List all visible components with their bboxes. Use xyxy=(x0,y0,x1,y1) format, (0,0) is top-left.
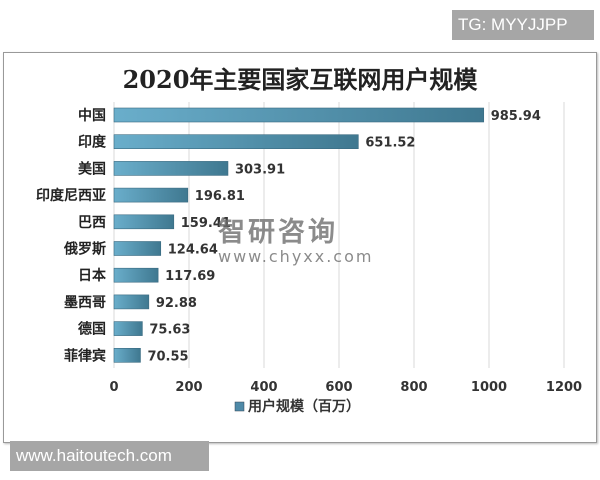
data-label: 303.91 xyxy=(235,162,285,177)
category-label: 中国 xyxy=(78,107,106,124)
x-tick-label: 600 xyxy=(325,380,352,395)
category-label: 印度尼西亚 xyxy=(36,187,106,204)
bar xyxy=(113,294,150,310)
bar xyxy=(113,321,143,336)
data-label: 75.63 xyxy=(149,323,190,338)
bar xyxy=(113,241,162,256)
category-label: 墨西哥 xyxy=(64,295,106,311)
tg-watermark: TG: MYYJJPP xyxy=(452,10,594,40)
chart-frame xyxy=(3,52,597,443)
category-label: 德国 xyxy=(78,321,106,338)
category-label: 菲律宾 xyxy=(64,347,106,364)
data-label: 117.69 xyxy=(165,269,215,284)
data-label: 985.94 xyxy=(491,109,541,124)
data-label: 70.55 xyxy=(147,349,188,364)
x-tick-label: 1200 xyxy=(546,380,582,395)
chart-title: 2020年主要国家互联网用户规模 xyxy=(122,65,478,94)
data-label: 92.88 xyxy=(156,296,197,311)
category-label: 日本 xyxy=(78,267,107,284)
legend-swatch xyxy=(234,401,245,412)
x-tick-label: 0 xyxy=(109,380,118,395)
x-tick-label: 800 xyxy=(400,380,427,395)
data-label: 651.52 xyxy=(365,136,415,151)
category-label: 印度 xyxy=(78,134,107,151)
category-label: 俄罗斯 xyxy=(63,241,106,258)
category-label: 巴西 xyxy=(78,215,106,231)
data-label: 196.81 xyxy=(195,189,245,204)
bar xyxy=(113,214,175,230)
bar xyxy=(113,267,159,283)
legend-label: 用户规模（百万） xyxy=(248,398,360,415)
x-tick-label: 400 xyxy=(250,380,277,395)
x-tick-label: 1000 xyxy=(471,380,507,395)
bar xyxy=(113,187,189,203)
bar xyxy=(113,107,485,123)
data-label: 124.64 xyxy=(168,243,218,258)
bar xyxy=(113,134,359,149)
bar xyxy=(113,347,141,363)
data-label: 159.41 xyxy=(181,216,231,231)
bar xyxy=(113,161,229,176)
x-tick-label: 200 xyxy=(175,380,202,395)
site-watermark: www.haitoutech.com xyxy=(10,441,209,471)
category-label: 美国 xyxy=(78,160,106,177)
